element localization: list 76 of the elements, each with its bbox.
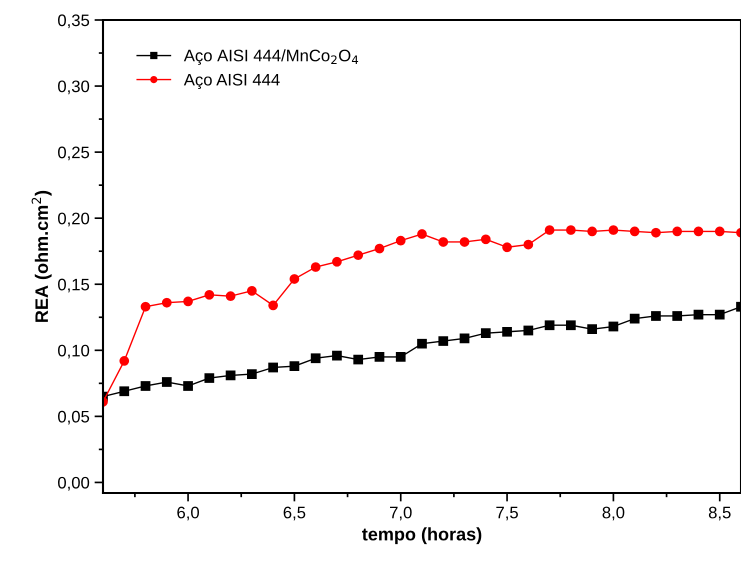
point <box>140 381 150 391</box>
point <box>544 320 554 330</box>
y-tick-label: 0,10 <box>58 344 90 358</box>
legend-label: Aço AISI 444/MnCo$_{2}$O$_{4}$ <box>184 49 358 65</box>
point <box>608 322 618 332</box>
point <box>438 336 448 346</box>
y-tick-label: 0,05 <box>58 410 90 425</box>
y-tick-label: 0,15 <box>58 278 90 292</box>
point <box>204 373 214 383</box>
point <box>119 386 130 396</box>
point <box>630 314 640 324</box>
point <box>140 302 150 312</box>
point <box>523 240 534 250</box>
point <box>332 256 342 267</box>
point <box>587 226 597 236</box>
point <box>290 361 300 372</box>
point <box>183 296 193 306</box>
point <box>204 290 214 300</box>
point <box>460 334 470 344</box>
point <box>587 324 597 334</box>
point <box>247 369 257 379</box>
point <box>162 298 172 308</box>
x-tick-label: 8,0 <box>602 506 624 520</box>
point <box>714 226 725 236</box>
x-tick-label: 6,0 <box>177 506 199 520</box>
point <box>714 310 725 320</box>
point <box>417 338 427 349</box>
y-tick-label: 0,00 <box>58 476 90 491</box>
point <box>502 242 512 252</box>
point <box>374 244 384 254</box>
point <box>460 237 470 247</box>
y-tick-label: 0,25 <box>58 146 90 160</box>
point <box>438 237 448 247</box>
point <box>226 370 236 380</box>
point <box>672 311 682 321</box>
y-tick-label: 0,30 <box>58 80 90 94</box>
x-tick-label: 8,5 <box>708 506 731 520</box>
legend-label: Aço AISI 444 <box>184 74 280 89</box>
point <box>247 286 257 296</box>
point <box>630 226 640 236</box>
point <box>310 353 321 364</box>
x-tick-label: 7,0 <box>390 506 412 520</box>
point <box>566 320 576 330</box>
point <box>310 262 321 272</box>
point <box>544 225 554 235</box>
point <box>396 236 406 246</box>
point <box>268 300 278 310</box>
point <box>353 250 364 260</box>
y-axis-title: REA (ohm.cm$^{2}$) <box>32 190 52 322</box>
point <box>651 228 661 238</box>
point <box>694 310 704 320</box>
point <box>183 381 193 391</box>
y-tick-label: 0,20 <box>58 212 90 226</box>
point <box>480 328 491 338</box>
point <box>651 311 661 321</box>
point <box>502 326 512 337</box>
point <box>694 226 704 236</box>
x-axis-title: tempo (horas) <box>362 527 482 544</box>
point <box>608 225 618 235</box>
point <box>268 362 278 372</box>
point <box>226 291 236 301</box>
point <box>566 225 576 235</box>
point <box>353 354 364 364</box>
point <box>332 350 342 360</box>
point <box>480 234 491 244</box>
point <box>417 229 427 239</box>
point <box>119 356 130 366</box>
point <box>290 274 300 284</box>
y-tick-label: 0,35 <box>58 14 90 28</box>
point <box>396 352 406 362</box>
x-tick-label: 6,5 <box>284 506 306 520</box>
point <box>162 377 172 387</box>
x-tick-label: 7,5 <box>496 506 518 520</box>
point <box>672 226 682 236</box>
point <box>523 326 534 336</box>
point <box>374 352 384 362</box>
